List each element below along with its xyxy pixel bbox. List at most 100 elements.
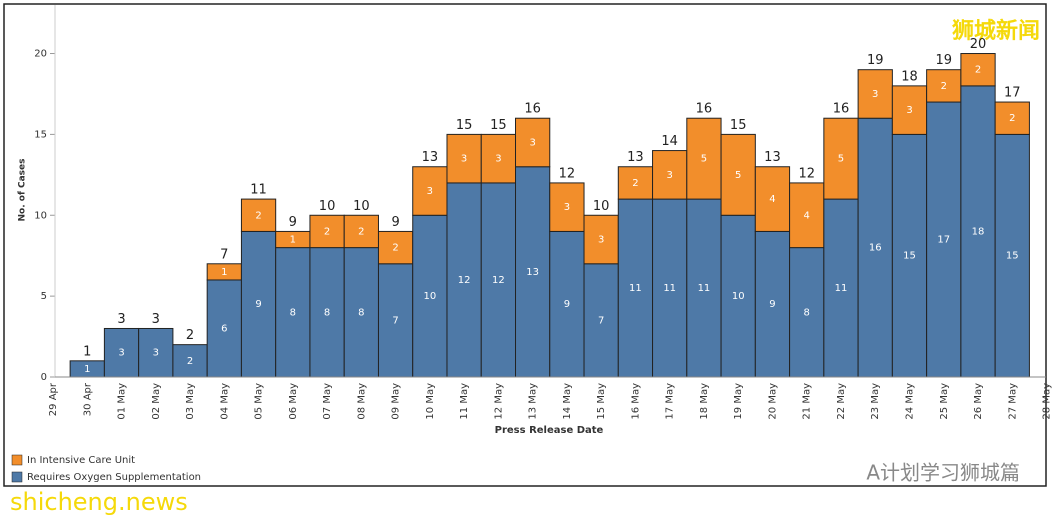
x-tick-label: 05 May <box>254 383 265 420</box>
x-tick-label: 20 May <box>767 383 778 420</box>
x-tick-label: 06 May <box>288 383 299 420</box>
x-tick-label: 14 May <box>562 383 573 420</box>
bar-segment <box>960 85 996 378</box>
total-label: 10 <box>353 199 370 214</box>
bar-segment <box>515 117 551 168</box>
total-label: 2 <box>186 328 194 343</box>
y-axis-title: No. of Cases <box>18 159 28 222</box>
data-label: 5 <box>838 154 844 165</box>
x-tick-label: 11 May <box>459 383 470 420</box>
data-label: 4 <box>769 194 775 205</box>
data-label: 2 <box>324 226 330 237</box>
total-label: 16 <box>833 102 850 117</box>
y-tick-label: 0 <box>41 372 47 383</box>
data-label: 11 <box>663 283 676 294</box>
data-label: 9 <box>255 299 261 310</box>
bar-segment <box>823 198 859 378</box>
data-label: 5 <box>701 154 707 165</box>
total-label: 10 <box>319 199 336 214</box>
y-tick-label: 20 <box>34 49 47 60</box>
data-label: 13 <box>526 267 539 278</box>
total-label: 7 <box>220 247 228 262</box>
x-tick-label: 26 May <box>973 383 984 420</box>
total-label: 16 <box>696 102 713 117</box>
data-label: 3 <box>564 202 570 213</box>
data-label: 1 <box>84 364 90 375</box>
data-label: 3 <box>666 170 672 181</box>
data-label: 3 <box>872 89 878 100</box>
total-label: 12 <box>559 166 576 181</box>
data-label: 11 <box>629 283 642 294</box>
total-label: 12 <box>798 166 815 181</box>
bar-segment <box>891 133 928 378</box>
total-label: 15 <box>490 118 507 133</box>
x-tick-label: 12 May <box>493 383 504 420</box>
total-label: 9 <box>391 215 399 230</box>
data-label: 3 <box>118 348 124 359</box>
bar-segment <box>240 198 277 232</box>
bar-segment <box>309 247 345 378</box>
data-label: 18 <box>972 226 985 237</box>
data-label: 3 <box>906 105 912 116</box>
watermark: 狮城新闻 <box>952 18 1040 44</box>
legend-label: In Intensive Care Unit <box>27 455 135 466</box>
x-tick-label: 28 May <box>1042 383 1053 420</box>
total-label: 15 <box>730 118 747 133</box>
x-tick-label: 08 May <box>356 383 367 420</box>
bar-segment <box>549 230 585 378</box>
legend-swatch <box>11 454 23 466</box>
data-label: 8 <box>324 307 330 318</box>
data-label: 3 <box>598 235 604 246</box>
total-label: 13 <box>764 150 781 165</box>
bar-segment <box>652 150 688 200</box>
data-label: 2 <box>941 81 947 92</box>
x-tick-label: 07 May <box>322 383 333 420</box>
watermark: A计划学习狮城篇 <box>866 461 1020 485</box>
data-label: 17 <box>937 235 950 246</box>
data-label: 1 <box>221 267 227 278</box>
total-label: 15 <box>456 118 473 133</box>
x-tick-label: 15 May <box>596 383 607 420</box>
x-tick-label: 10 May <box>425 383 436 420</box>
x-tick-label: 22 May <box>836 383 847 420</box>
data-label: 7 <box>598 315 604 326</box>
bar-segment <box>857 69 893 119</box>
x-tick-label: 19 May <box>733 383 744 420</box>
x-tick-label: 04 May <box>219 383 230 420</box>
bar-segment <box>377 230 414 265</box>
y-tick-label: 10 <box>34 210 47 221</box>
data-label: 8 <box>290 307 296 318</box>
bar-segment <box>549 182 585 232</box>
bar-segment <box>446 133 482 184</box>
bar-segment <box>515 166 551 378</box>
total-label: 14 <box>661 134 678 149</box>
data-label: 11 <box>835 283 848 294</box>
bar-segment <box>480 133 517 184</box>
total-label: 11 <box>250 183 267 198</box>
data-label: 2 <box>358 226 364 237</box>
total-label: 10 <box>593 199 610 214</box>
total-label: 19 <box>867 53 884 68</box>
data-label: 3 <box>529 137 535 148</box>
total-label: 17 <box>1004 86 1021 101</box>
legend-swatch <box>11 471 23 483</box>
bar-segment <box>686 117 722 200</box>
data-label: 12 <box>458 275 471 286</box>
x-tick-label: 18 May <box>699 383 710 420</box>
total-label: 18 <box>901 69 918 84</box>
bar-segment <box>617 166 654 200</box>
total-label: 13 <box>422 150 439 165</box>
data-label: 2 <box>1009 113 1015 124</box>
watermark: shicheng.news <box>10 488 188 516</box>
x-tick-label: 23 May <box>870 383 881 420</box>
x-tick-label: 21 May <box>802 383 813 420</box>
total-label: 20 <box>970 37 987 52</box>
x-tick-label: 09 May <box>391 383 402 420</box>
total-label: 1 <box>83 344 91 359</box>
x-tick-label: 17 May <box>665 383 676 420</box>
data-label: 16 <box>869 243 882 254</box>
data-label: 10 <box>423 291 436 302</box>
data-label: 5 <box>735 170 741 181</box>
y-tick-label: 15 <box>34 129 47 140</box>
